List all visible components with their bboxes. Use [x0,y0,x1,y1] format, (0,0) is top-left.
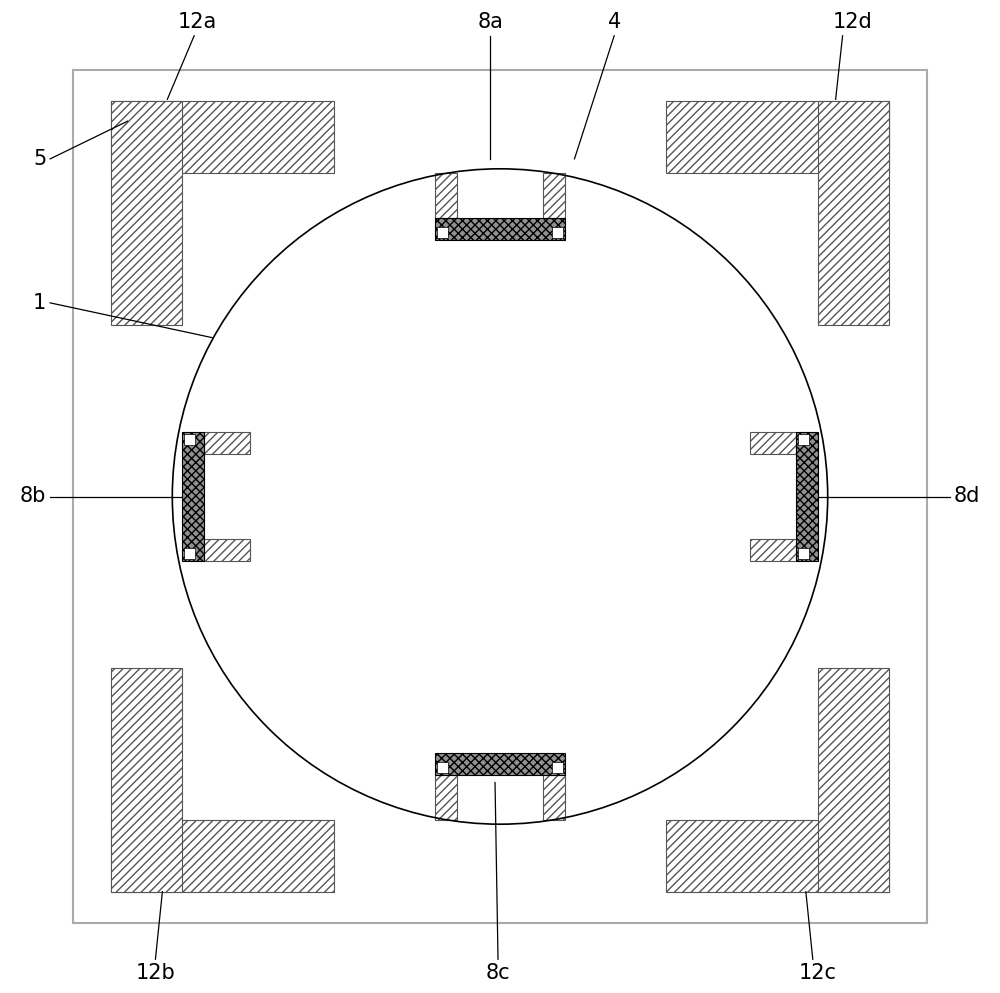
Bar [818,101,889,325]
Bar [552,227,563,238]
Bar [818,668,889,892]
Bar [435,753,565,775]
Text: 12a: 12a [178,12,217,32]
Bar [750,432,796,454]
Bar [435,173,457,218]
Bar [435,218,565,240]
Text: 8b: 8b [20,487,46,506]
Bar [437,762,448,773]
Text: 12b: 12b [136,963,175,983]
Bar [184,434,195,445]
Bar [750,539,796,561]
Text: 12c: 12c [799,963,837,983]
Bar [204,539,250,561]
Bar [543,173,565,218]
Bar [111,668,182,892]
Bar [111,820,334,892]
Text: 1: 1 [33,293,46,313]
Bar [111,101,182,325]
Text: 5: 5 [33,149,46,169]
Text: 8d: 8d [954,487,980,506]
Text: 12d: 12d [833,12,872,32]
Bar [111,101,334,173]
Text: 8a: 8a [477,12,503,32]
Text: 4: 4 [608,12,621,32]
Bar [798,548,809,559]
Bar [435,775,457,820]
Bar [73,70,927,923]
Bar [543,775,565,820]
Bar [437,227,448,238]
Bar [552,762,563,773]
Bar [184,548,195,559]
Bar [666,101,889,173]
Bar [798,434,809,445]
Bar [204,432,250,454]
Bar [796,432,818,561]
Bar [182,432,204,561]
Bar [666,820,889,892]
Text: 8c: 8c [486,963,510,983]
